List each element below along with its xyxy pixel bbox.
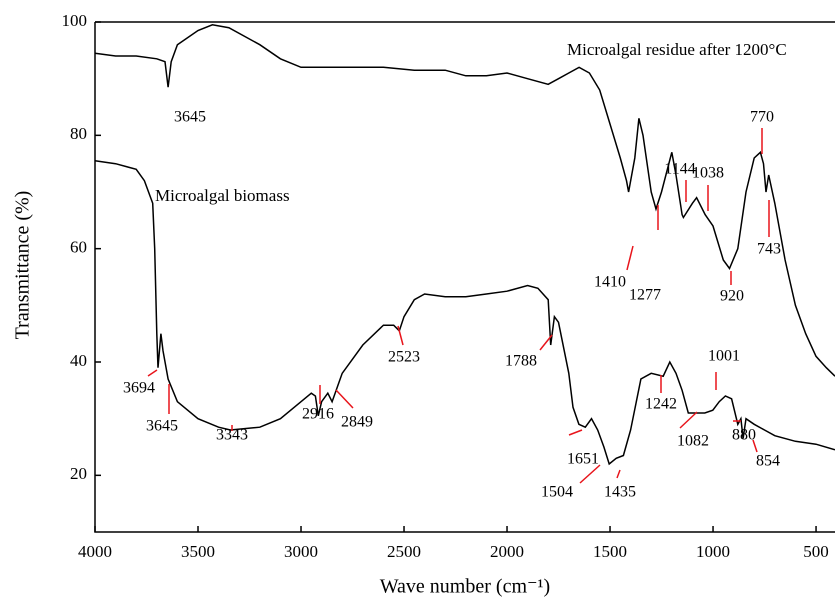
peak-label: 3645 bbox=[146, 418, 178, 435]
x-tick-label: 1500 bbox=[593, 542, 627, 561]
peak-label: 1651 bbox=[567, 451, 599, 468]
x-tick-label: 3000 bbox=[284, 542, 318, 561]
peak-label: 2849 bbox=[341, 414, 373, 431]
peak-label: 743 bbox=[757, 241, 781, 258]
x-tick-label: 4000 bbox=[78, 542, 112, 561]
peak-marker bbox=[147, 369, 158, 377]
y-tick-label: 20 bbox=[70, 464, 87, 483]
peak-marker bbox=[568, 429, 583, 436]
peak-label: 1504 bbox=[541, 484, 573, 501]
peak-label: 2916 bbox=[302, 406, 334, 423]
y-tick-label: 80 bbox=[70, 124, 87, 143]
peak-marker bbox=[616, 469, 621, 479]
peak-marker bbox=[626, 245, 634, 271]
x-tick-label: 2500 bbox=[387, 542, 421, 561]
y-tick-label: 40 bbox=[70, 351, 87, 370]
peak-marker bbox=[752, 439, 758, 453]
peak-marker bbox=[579, 464, 601, 484]
spectrum-line bbox=[94, 160, 835, 466]
series-label: Microalgal biomass bbox=[155, 186, 290, 205]
x-axis-title: Wave number (cm⁻¹) bbox=[380, 576, 550, 598]
peak-label: 770 bbox=[750, 109, 774, 126]
series-label: Microalgal residue after 1200°C bbox=[567, 40, 787, 59]
y-tick-label: 60 bbox=[70, 238, 87, 257]
spectrum-line bbox=[94, 24, 835, 377]
peak-label: 3645 bbox=[174, 109, 206, 126]
peak-label: 3343 bbox=[216, 427, 248, 444]
x-tick-label: 1000 bbox=[696, 542, 730, 561]
x-tick-label: 2000 bbox=[490, 542, 524, 561]
peak-marker bbox=[679, 411, 698, 429]
peak-label: 854 bbox=[756, 453, 780, 470]
peak-label: 3694 bbox=[123, 380, 155, 397]
peak-label: 1410 bbox=[594, 274, 626, 291]
peak-label: 1144 bbox=[664, 161, 695, 178]
peak-label: 1001 bbox=[708, 348, 740, 365]
x-tick-label: 3500 bbox=[181, 542, 215, 561]
axis-frame bbox=[94, 21, 835, 533]
peak-label: 1038 bbox=[692, 165, 724, 182]
peak-marker bbox=[397, 325, 404, 346]
peak-label: 1788 bbox=[505, 353, 537, 370]
peak-label: 1082 bbox=[677, 433, 709, 450]
peak-label: 2523 bbox=[388, 349, 420, 366]
peak-label: 1277 bbox=[629, 287, 661, 304]
y-axis-title: Transmittance (%) bbox=[12, 191, 34, 340]
peak-label: 920 bbox=[720, 288, 744, 305]
peak-label: 1242 bbox=[645, 396, 677, 413]
y-tick-label: 100 bbox=[62, 11, 88, 30]
peak-label: 1435 bbox=[604, 484, 636, 501]
peak-label: 880 bbox=[732, 427, 756, 444]
peak-marker bbox=[335, 389, 354, 409]
peak-marker bbox=[539, 334, 553, 351]
x-tick-label: 500 bbox=[803, 542, 829, 561]
